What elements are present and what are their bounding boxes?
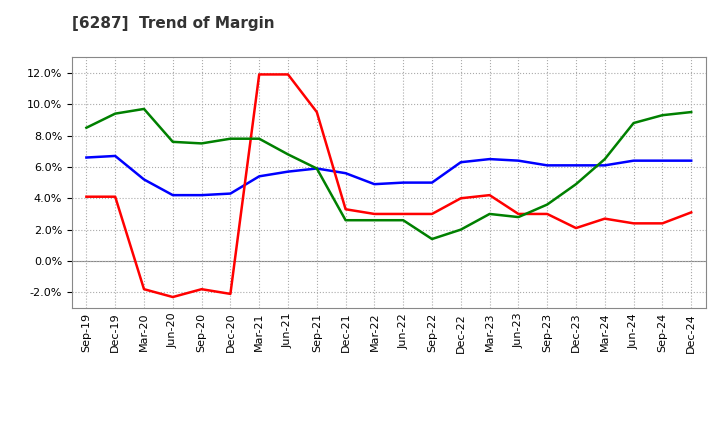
Ordinary Income (456, 160, 465, 165)
Operating Cashflow (687, 110, 696, 115)
Operating Cashflow (600, 157, 609, 162)
Ordinary Income (82, 155, 91, 160)
Net Income (111, 194, 120, 199)
Operating Cashflow (312, 166, 321, 171)
Net Income (370, 211, 379, 216)
Ordinary Income (168, 193, 177, 198)
Operating Cashflow (341, 217, 350, 223)
Ordinary Income (140, 177, 148, 182)
Operating Cashflow (572, 182, 580, 187)
Operating Cashflow (658, 113, 667, 118)
Ordinary Income (428, 180, 436, 185)
Operating Cashflow (514, 214, 523, 220)
Ordinary Income (687, 158, 696, 163)
Operating Cashflow (543, 202, 552, 207)
Ordinary Income (312, 166, 321, 171)
Net Income (284, 72, 292, 77)
Net Income (514, 211, 523, 216)
Ordinary Income (514, 158, 523, 163)
Operating Cashflow (255, 136, 264, 141)
Operating Cashflow (168, 139, 177, 144)
Net Income (456, 196, 465, 201)
Ordinary Income (600, 163, 609, 168)
Net Income (82, 194, 91, 199)
Ordinary Income (543, 163, 552, 168)
Net Income (399, 211, 408, 216)
Ordinary Income (341, 171, 350, 176)
Operating Cashflow (370, 217, 379, 223)
Net Income (543, 211, 552, 216)
Operating Cashflow (111, 111, 120, 116)
Text: [6287]  Trend of Margin: [6287] Trend of Margin (72, 16, 274, 31)
Ordinary Income (399, 180, 408, 185)
Net Income (629, 221, 638, 226)
Net Income (485, 193, 494, 198)
Net Income (168, 294, 177, 300)
Line: Operating Cashflow: Operating Cashflow (86, 109, 691, 239)
Operating Cashflow (456, 227, 465, 232)
Net Income (197, 286, 206, 292)
Net Income (140, 286, 148, 292)
Net Income (428, 211, 436, 216)
Net Income (600, 216, 609, 221)
Ordinary Income (629, 158, 638, 163)
Operating Cashflow (140, 106, 148, 112)
Operating Cashflow (226, 136, 235, 141)
Ordinary Income (658, 158, 667, 163)
Operating Cashflow (399, 217, 408, 223)
Operating Cashflow (629, 121, 638, 126)
Operating Cashflow (197, 141, 206, 146)
Net Income (341, 207, 350, 212)
Net Income (658, 221, 667, 226)
Ordinary Income (226, 191, 235, 196)
Ordinary Income (572, 163, 580, 168)
Net Income (572, 225, 580, 231)
Line: Ordinary Income: Ordinary Income (86, 156, 691, 195)
Ordinary Income (255, 174, 264, 179)
Line: Net Income: Net Income (86, 74, 691, 297)
Ordinary Income (284, 169, 292, 174)
Net Income (226, 291, 235, 297)
Net Income (255, 72, 264, 77)
Net Income (312, 110, 321, 115)
Ordinary Income (370, 182, 379, 187)
Operating Cashflow (485, 211, 494, 216)
Operating Cashflow (284, 152, 292, 157)
Net Income (687, 210, 696, 215)
Ordinary Income (197, 193, 206, 198)
Operating Cashflow (428, 236, 436, 242)
Ordinary Income (485, 157, 494, 162)
Ordinary Income (111, 153, 120, 158)
Operating Cashflow (82, 125, 91, 130)
